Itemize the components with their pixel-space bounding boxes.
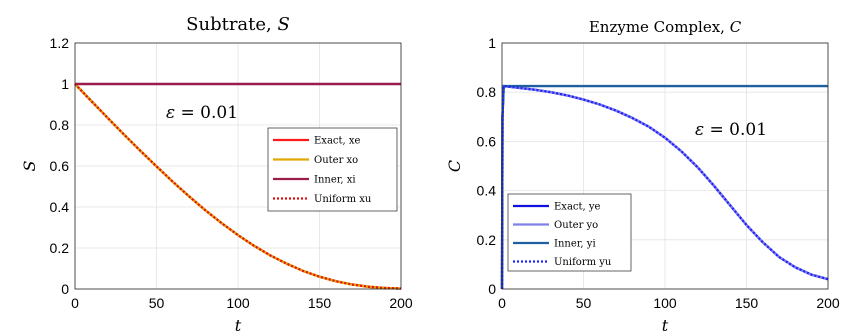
y-tick-label: 1 <box>488 35 496 51</box>
series-lines <box>74 82 402 290</box>
legend-label: Inner, yi <box>554 239 596 250</box>
series-line-4 <box>500 84 829 290</box>
legend-label: Outer yo <box>554 220 598 231</box>
y-tick-label: 0 <box>61 281 69 297</box>
series-lines <box>500 84 829 290</box>
y-tick-label: 0.4 <box>50 199 70 215</box>
y-tick-label: 0.8 <box>50 117 70 133</box>
legend-label: Exact, ye <box>554 202 601 213</box>
legend: Exact, ye Outer yo Inner, yi Uniform yu <box>507 193 632 272</box>
y-tick-label: 0 <box>488 281 496 297</box>
x-tick-label: 200 <box>389 295 413 311</box>
y-tick-label: 0.6 <box>477 133 497 149</box>
y-tick-label: 0.2 <box>477 232 497 248</box>
legend-label: Uniform xu <box>314 194 372 205</box>
legend-label: Inner, xi <box>314 175 356 186</box>
x-tick-label: 0 <box>498 295 506 311</box>
plot-frame <box>74 42 402 290</box>
chart-title: Enzyme Complex, C <box>589 18 742 36</box>
x-tick-label: 200 <box>816 295 840 311</box>
x-tick-label: 0 <box>71 295 79 311</box>
plot-frame <box>501 42 829 290</box>
x-tick-labels: 0 50 100 150 200 <box>498 295 840 311</box>
y-tick-label: 0.4 <box>477 183 497 199</box>
title-text: Subtrate, <box>186 14 277 35</box>
x-tick-label: 150 <box>735 295 759 311</box>
title-text: Enzyme Complex, <box>589 18 730 36</box>
y-tick-labels: 0 0.2 0.4 0.6 0.8 1 1.2 <box>50 35 70 297</box>
legend-box <box>267 127 398 212</box>
chart-title: Subtrate, S <box>186 14 290 35</box>
x-tick-labels: 0 50 100 150 200 <box>71 295 413 311</box>
x-tick-label: 150 <box>308 295 332 311</box>
y-tick-labels: 0 0.2 0.4 0.6 0.8 1 <box>477 35 497 297</box>
epsilon-annotation: ε = 0.01 <box>166 103 238 123</box>
x-tick-label: 100 <box>226 295 250 311</box>
legend-entries: Exact, ye Outer yo Inner, yi Uniform yu <box>513 202 612 268</box>
x-tick-label: 50 <box>149 295 165 311</box>
title-symbol: C <box>730 18 742 36</box>
y-tick-label: 1 <box>61 76 69 92</box>
legend: Exact, xe Outer xo Inner, xi Uniform xu <box>267 127 398 212</box>
series-line-3 <box>500 84 828 290</box>
legend-label: Exact, xe <box>314 136 361 147</box>
y-tick-label: 0.8 <box>477 84 497 100</box>
legend-entries: Exact, xe Outer xo Inner, xi Uniform xu <box>273 136 372 205</box>
x-axis-label: t <box>235 316 242 335</box>
y-axis-label: C <box>445 160 464 172</box>
series-line-4 <box>74 83 402 290</box>
title-symbol: S <box>278 14 290 35</box>
legend-label: Outer xo <box>314 155 358 166</box>
enzyme-complex-chart: 0 50 100 150 200 0 0.2 0.4 0.6 0.8 1 Enzyme Compl… <box>445 18 840 335</box>
x-axis-label: t <box>662 316 669 335</box>
legend-label: Uniform yu <box>554 257 612 268</box>
substrate-chart: 0 50 100 150 200 0 0.2 0.4 0.6 0.8 1 1.2 Subtrate,… <box>20 14 413 335</box>
x-tick-label: 100 <box>653 295 677 311</box>
y-tick-label: 0.6 <box>50 158 70 174</box>
y-axis-label: S <box>20 160 39 171</box>
y-tick-label: 1.2 <box>50 35 70 51</box>
x-tick-label: 50 <box>576 295 592 311</box>
y-tick-label: 0.2 <box>50 240 70 256</box>
epsilon-annotation: ε = 0.01 <box>695 120 767 140</box>
